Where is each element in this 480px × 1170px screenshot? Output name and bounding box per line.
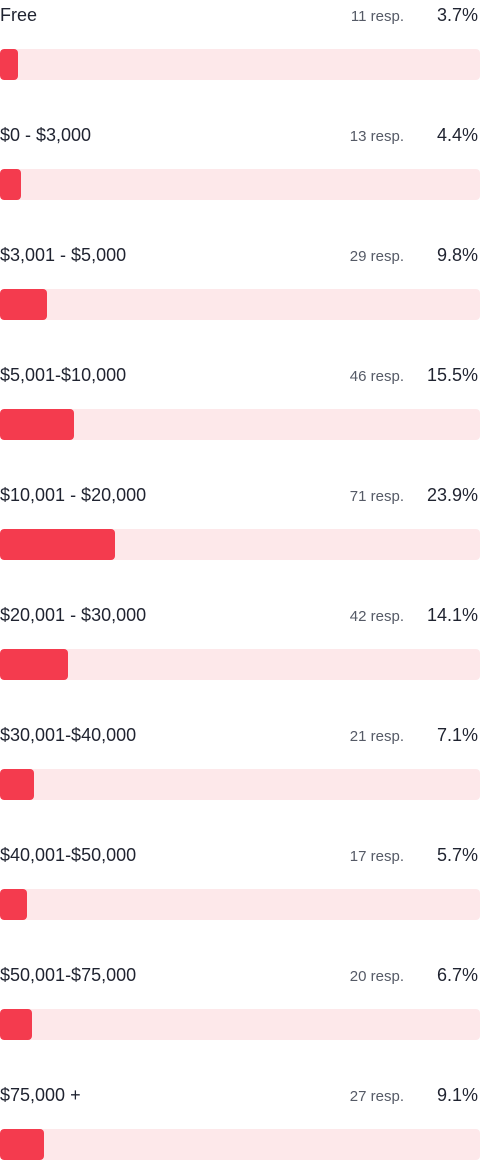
percent-label: 9.8%: [436, 245, 478, 265]
chart-row: $30,001-$40,000 21 resp. 7.1%: [0, 720, 480, 810]
category-label: $30,001-$40,000: [0, 725, 137, 745]
bar-track: [0, 49, 480, 80]
bar-track: [0, 169, 480, 200]
response-count: 46 resp.: [349, 368, 404, 385]
percent-label: 4.4%: [436, 125, 478, 145]
percent-label: 23.9%: [426, 485, 478, 505]
percent-label: 14.1%: [426, 605, 478, 625]
bar-fill: [0, 769, 35, 800]
chart-row: $10,001 - $20,000 71 resp. 23.9%: [0, 480, 480, 570]
response-count: 27 resp.: [349, 1088, 404, 1105]
bar-fill: [0, 169, 22, 200]
bar-fill: [0, 529, 115, 560]
category-label: $10,001 - $20,000: [0, 485, 147, 505]
percent-label: 15.5%: [426, 365, 478, 385]
chart-row: $3,001 - $5,000 29 resp. 9.8%: [0, 240, 480, 330]
category-label: $50,001-$75,000: [0, 965, 137, 985]
chart-row: $20,001 - $30,000 42 resp. 14.1%: [0, 600, 480, 690]
category-label: $3,001 - $5,000: [0, 245, 127, 265]
response-count: 21 resp.: [349, 728, 404, 745]
category-label: $0 - $3,000: [0, 125, 92, 145]
chart-row: $5,001-$10,000 46 resp. 15.5%: [0, 360, 480, 450]
percent-label: 9.1%: [436, 1085, 478, 1105]
response-count: 13 resp.: [349, 128, 404, 145]
bar-track: [0, 649, 480, 680]
category-label: Free: [0, 5, 38, 25]
bar-fill: [0, 49, 18, 80]
chart-row: $0 - $3,000 13 resp. 4.4%: [0, 120, 480, 210]
bar-track: [0, 289, 480, 320]
chart-row: Free 11 resp. 3.7%: [0, 0, 480, 90]
response-count: 29 resp.: [349, 248, 404, 265]
category-label: $75,000 +: [0, 1085, 81, 1105]
response-count: 71 resp.: [349, 488, 404, 505]
bar-track: [0, 529, 480, 560]
category-label: $40,001-$50,000: [0, 845, 137, 865]
chart-row: $40,001-$50,000 17 resp. 5.7%: [0, 840, 480, 930]
response-count: 20 resp.: [349, 968, 404, 985]
percent-label: 5.7%: [436, 845, 478, 865]
response-count: 42 resp.: [349, 608, 404, 625]
bar-fill: [0, 409, 75, 440]
bar-fill: [0, 289, 48, 320]
category-label: $20,001 - $30,000: [0, 605, 147, 625]
percent-label: 6.7%: [436, 965, 478, 985]
response-count: 11 resp.: [350, 8, 404, 25]
bar-track: [0, 889, 480, 920]
bar-fill: [0, 1129, 44, 1160]
bar-track: [0, 1009, 480, 1040]
chart-row: $75,000 + 27 resp. 9.1%: [0, 1080, 480, 1170]
bar-fill: [0, 889, 28, 920]
percent-label: 7.1%: [436, 725, 478, 745]
bar-track: [0, 409, 480, 440]
chart-row: $50,001-$75,000 20 resp. 6.7%: [0, 960, 480, 1050]
percent-label: 3.7%: [436, 5, 478, 25]
response-count: 17 resp.: [349, 848, 404, 865]
bar-fill: [0, 1009, 33, 1040]
bar-fill: [0, 649, 68, 680]
bar-track: [0, 769, 480, 800]
bar-track: [0, 1129, 480, 1160]
category-label: $5,001-$10,000: [0, 365, 127, 385]
